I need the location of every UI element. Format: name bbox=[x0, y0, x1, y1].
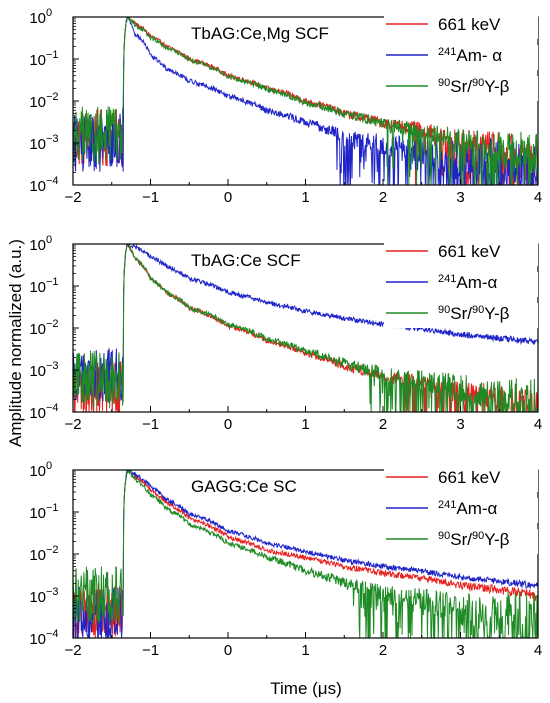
legend: 661 keV 241Am-α 90Sr/90Y-β bbox=[384, 467, 538, 554]
series-line bbox=[73, 470, 538, 638]
series-line bbox=[73, 17, 538, 185]
y-tick-exponent: 0 bbox=[46, 460, 52, 472]
y-tick-exponent: −3 bbox=[46, 586, 59, 598]
legend-entry-background bbox=[384, 303, 538, 328]
y-tick-exponent: −3 bbox=[46, 360, 59, 372]
x-tick-label: −2 bbox=[64, 189, 81, 206]
legend-entry-background bbox=[384, 45, 538, 70]
legend-entry-background bbox=[384, 272, 538, 297]
x-tick-label: −1 bbox=[142, 416, 159, 433]
x-tick-label: 1 bbox=[301, 189, 309, 206]
panel-title: TbAG:Ce SCF bbox=[191, 251, 301, 270]
legend-label: 661 keV bbox=[438, 15, 501, 34]
x-tick-label: 3 bbox=[456, 642, 464, 659]
series-line bbox=[73, 244, 538, 406]
series-line bbox=[73, 470, 538, 638]
y-tick-label: 10 bbox=[29, 547, 46, 564]
legend-entry-background bbox=[384, 467, 538, 492]
x-tick-label: 0 bbox=[224, 189, 232, 206]
y-tick-label: 10 bbox=[29, 589, 46, 606]
legend-label: 241Am-α bbox=[438, 273, 498, 292]
x-tick-label: 4 bbox=[534, 416, 542, 433]
panel-title: TbAG:Ce,Mg SCF bbox=[191, 24, 329, 43]
y-tick-exponent: −4 bbox=[46, 628, 59, 640]
y-tick-label: 10 bbox=[29, 52, 46, 69]
y-tick-label: 10 bbox=[29, 94, 46, 111]
x-tick-label: −2 bbox=[64, 416, 81, 433]
x-tick-label: 1 bbox=[301, 416, 309, 433]
y-tick-label: 10 bbox=[29, 631, 46, 648]
legend-label: 90Sr/90Y-β bbox=[438, 530, 510, 549]
legend-entry-background bbox=[384, 76, 538, 101]
legend-label: 661 keV bbox=[438, 242, 501, 261]
y-tick-label: 10 bbox=[29, 363, 46, 380]
y-axis-title: Amplitude normalized (a.u.) bbox=[6, 239, 25, 447]
x-tick-label: 3 bbox=[456, 416, 464, 433]
legend-label: 241Am-α bbox=[438, 499, 498, 518]
y-tick-exponent: −2 bbox=[46, 91, 59, 103]
y-tick-exponent: −4 bbox=[46, 402, 59, 414]
legend-label: 90Sr/90Y-β bbox=[438, 304, 510, 323]
y-tick-exponent: −2 bbox=[46, 544, 59, 556]
legend: 661 keV 241Am-α 90Sr/90Y-β bbox=[384, 241, 538, 328]
traces bbox=[73, 470, 538, 638]
y-tick-exponent: −1 bbox=[46, 49, 59, 61]
y-tick-label: 10 bbox=[29, 405, 46, 422]
x-tick-label: 2 bbox=[379, 189, 387, 206]
y-tick-exponent: −2 bbox=[46, 318, 59, 330]
x-tick-label: −1 bbox=[142, 642, 159, 659]
y-tick-label: 10 bbox=[29, 178, 46, 195]
x-tick-label: 3 bbox=[456, 189, 464, 206]
x-axis-title: Time (μs) bbox=[270, 679, 342, 698]
y-tick-label: 10 bbox=[29, 463, 46, 480]
legend-label: 661 keV bbox=[438, 468, 501, 487]
x-tick-label: 2 bbox=[379, 642, 387, 659]
panel-title: GAGG:Ce SC bbox=[191, 477, 297, 496]
y-tick-exponent: 0 bbox=[46, 7, 52, 19]
y-tick-exponent: −4 bbox=[46, 175, 59, 187]
x-tick-label: 0 bbox=[224, 416, 232, 433]
y-tick-label: 10 bbox=[29, 505, 46, 522]
y-tick-label: 10 bbox=[29, 136, 46, 153]
legend-label: 241Am- α bbox=[438, 46, 502, 65]
y-tick-label: 10 bbox=[29, 321, 46, 338]
x-tick-label: −2 bbox=[64, 642, 81, 659]
x-tick-label: 0 bbox=[224, 642, 232, 659]
x-tick-label: 4 bbox=[534, 189, 542, 206]
y-tick-exponent: 0 bbox=[46, 234, 52, 246]
x-tick-label: 4 bbox=[534, 642, 542, 659]
series-line bbox=[73, 470, 538, 638]
legend-entry-background bbox=[384, 241, 538, 266]
legend-label: 90Sr/90Y-β bbox=[438, 77, 510, 96]
y-tick-exponent: −1 bbox=[46, 502, 59, 514]
traces bbox=[73, 17, 538, 185]
y-tick-label: 10 bbox=[29, 279, 46, 296]
x-tick-label: 1 bbox=[301, 642, 309, 659]
legend-entry-background bbox=[384, 14, 538, 39]
x-tick-label: −1 bbox=[142, 189, 159, 206]
y-tick-exponent: −1 bbox=[46, 276, 59, 288]
legend-entry-background bbox=[384, 498, 538, 523]
legend: 661 keV 241Am- α 90Sr/90Y-β bbox=[384, 14, 538, 101]
y-tick-label: 10 bbox=[29, 10, 46, 27]
x-tick-label: 2 bbox=[379, 416, 387, 433]
legend-entry-background bbox=[384, 529, 538, 554]
y-tick-exponent: −3 bbox=[46, 133, 59, 145]
y-tick-label: 10 bbox=[29, 237, 46, 254]
